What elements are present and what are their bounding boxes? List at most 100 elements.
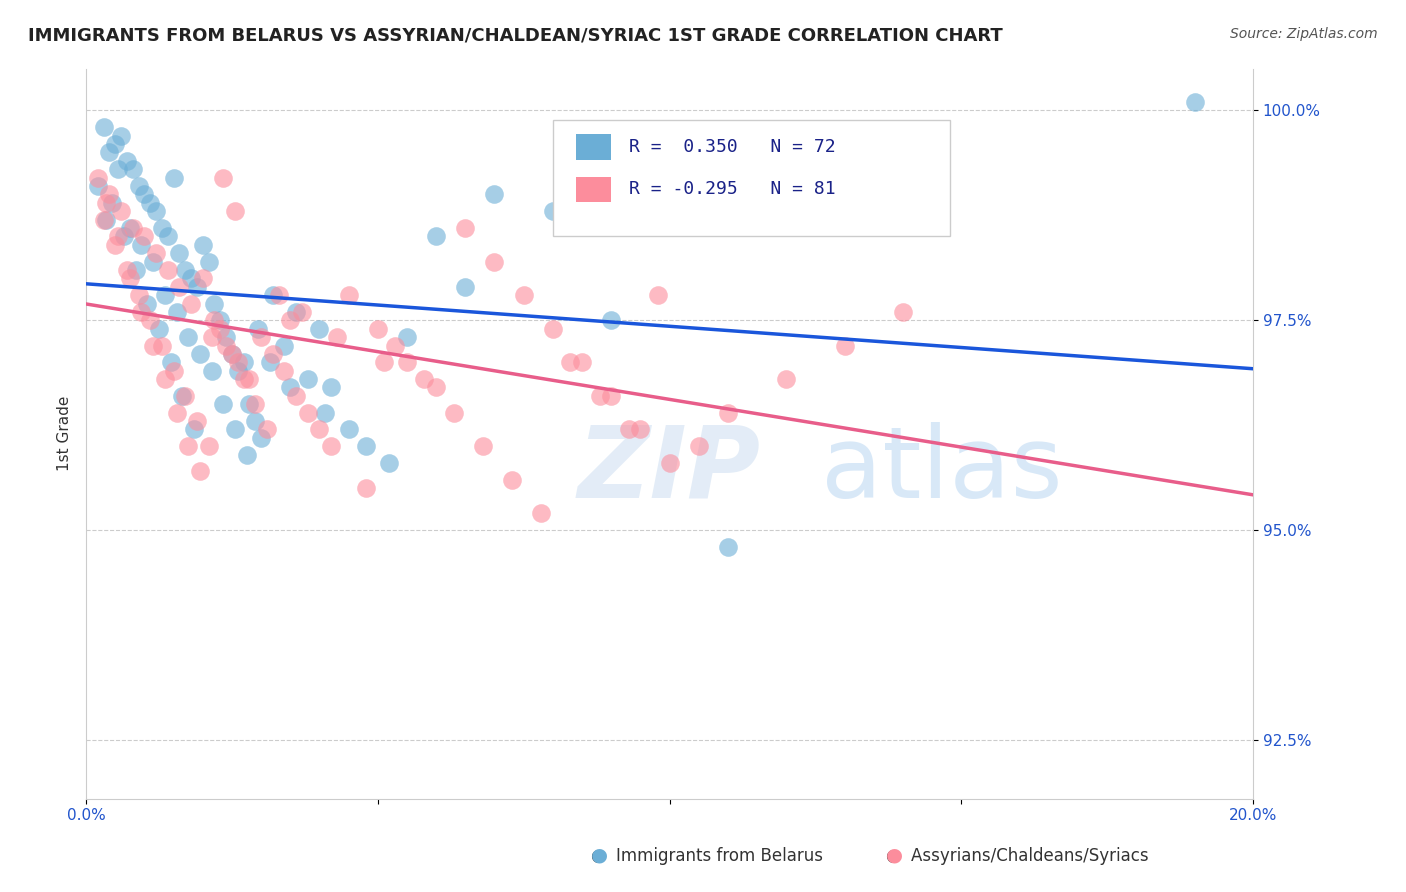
Point [484, 254, 506, 268]
Point [238, 372, 260, 386]
Point [224, 422, 246, 436]
Point [139, 195, 162, 210]
Point [235, 448, 257, 462]
Point [156, 229, 179, 244]
Point [209, 322, 232, 336]
Point [512, 288, 534, 302]
Bar [576, 134, 612, 160]
Point [215, 330, 238, 344]
Point [354, 439, 377, 453]
Point [104, 137, 127, 152]
Point [148, 322, 170, 336]
Point [238, 397, 260, 411]
Point [891, 305, 914, 319]
Point [588, 389, 610, 403]
Point [93, 120, 115, 135]
Point [134, 229, 156, 244]
Point [172, 389, 194, 403]
Point [180, 271, 202, 285]
Point [454, 221, 477, 235]
Point [200, 364, 222, 378]
Point [226, 355, 249, 369]
Point [262, 347, 284, 361]
Point [256, 422, 278, 436]
Point [128, 288, 150, 302]
Point [471, 439, 494, 453]
Point [297, 372, 319, 386]
Point [326, 330, 349, 344]
Point [373, 355, 395, 369]
Point [226, 364, 249, 378]
Point [571, 355, 593, 369]
Point [87, 170, 110, 185]
Bar [576, 177, 612, 202]
Point [156, 263, 179, 277]
Text: IMMIGRANTS FROM BELARUS VS ASSYRIAN/CHALDEAN/SYRIAC 1ST GRADE CORRELATION CHART: IMMIGRANTS FROM BELARUS VS ASSYRIAN/CHAL… [28, 27, 1002, 45]
Point [180, 296, 202, 310]
Point [107, 229, 129, 244]
Point [321, 439, 343, 453]
Point [142, 254, 165, 268]
Text: ●: ● [886, 846, 903, 864]
Point [291, 305, 314, 319]
Point [647, 288, 669, 302]
Point [273, 338, 295, 352]
Point [285, 389, 308, 403]
Point [378, 456, 401, 470]
Point [183, 422, 205, 436]
Point [87, 179, 110, 194]
Point [104, 237, 127, 252]
Point [145, 204, 167, 219]
Point [273, 364, 295, 378]
Point [169, 246, 191, 260]
Point [115, 153, 138, 168]
Point [197, 254, 219, 268]
Point [617, 422, 640, 436]
Y-axis label: 1st Grade: 1st Grade [58, 396, 72, 471]
Point [247, 322, 270, 336]
Point [166, 305, 188, 319]
Point [560, 355, 582, 369]
Point [395, 330, 418, 344]
Point [658, 170, 681, 185]
Point [96, 212, 118, 227]
Point [267, 288, 290, 302]
Point [131, 305, 153, 319]
Point [262, 288, 284, 302]
Point [628, 422, 651, 436]
Point [188, 347, 211, 361]
Point [145, 246, 167, 260]
Point [413, 372, 436, 386]
Point [174, 263, 197, 277]
Point [98, 145, 121, 160]
Point [212, 170, 235, 185]
Point [337, 422, 360, 436]
Point [425, 380, 447, 394]
Point [600, 313, 623, 327]
Point [717, 540, 740, 554]
Point [159, 355, 181, 369]
Point [215, 338, 238, 352]
Point [278, 380, 301, 394]
Point [191, 271, 214, 285]
Point [101, 195, 124, 210]
Point [541, 322, 564, 336]
Point [121, 162, 143, 177]
Point [186, 279, 208, 293]
Point [204, 313, 226, 327]
Point [186, 414, 208, 428]
Point [121, 221, 143, 235]
Point [142, 338, 165, 352]
Point [110, 128, 132, 143]
Text: ●: ● [591, 846, 607, 864]
Point [278, 313, 301, 327]
Point [541, 204, 564, 219]
Point [204, 296, 226, 310]
Point [688, 439, 710, 453]
Point [384, 338, 406, 352]
Point [250, 330, 273, 344]
Point [314, 406, 336, 420]
FancyBboxPatch shape [553, 120, 949, 236]
Point [454, 279, 477, 293]
Point [118, 221, 141, 235]
